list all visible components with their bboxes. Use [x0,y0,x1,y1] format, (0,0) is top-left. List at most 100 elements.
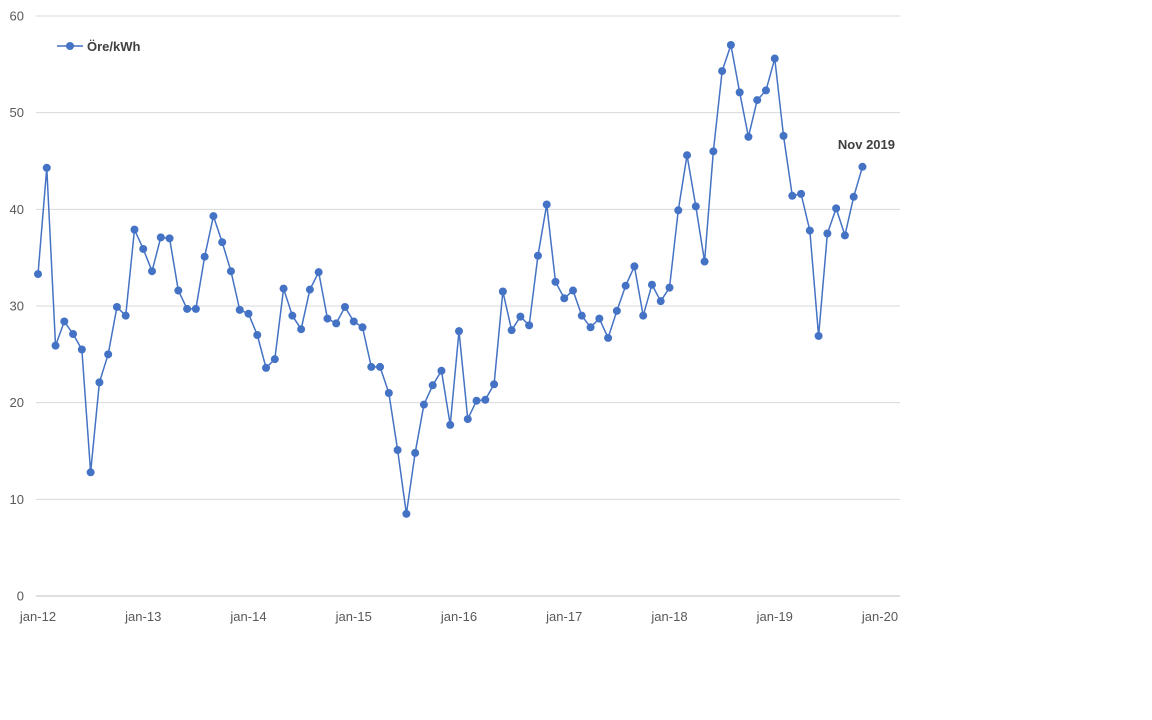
data-point [551,277,560,286]
data-point [709,147,718,156]
data-point [376,362,385,371]
y-tick-label: 50 [10,105,24,120]
data-point [691,202,700,211]
data-point [42,163,51,172]
data-point [604,333,613,342]
data-point [226,267,235,276]
data-point [797,189,806,198]
data-point [498,287,507,296]
x-tick-label: jan-12 [19,609,56,624]
data-point [262,363,271,372]
data-point [437,366,446,375]
data-point [744,132,753,141]
data-point [770,54,779,63]
y-tick-label: 10 [10,492,24,507]
data-point [533,251,542,260]
data-point [358,323,367,332]
data-point [840,231,849,240]
data-point [832,204,841,213]
data-point [463,415,472,424]
data-point [726,41,735,49]
data-point [647,280,656,289]
data-point [95,378,104,387]
data-point [60,317,69,326]
data-point [402,509,411,518]
data-point [34,270,42,279]
series-line [37,44,864,515]
data-point [112,302,121,311]
x-axis: jan-12 jan-13 jan-14 jan-15 jan-16 jan-17 jan-… [19,609,898,624]
data-point [735,88,744,97]
y-tick-label: 60 [10,9,24,24]
data-point [849,192,858,201]
x-tick-label: jan-18 [650,609,687,624]
legend-label: Öre/kWh [87,39,141,54]
data-point [86,468,95,477]
data-point [367,362,376,371]
data-point [314,268,323,277]
y-tick-label: 0 [17,589,24,604]
data-point [349,317,358,326]
data-point [200,252,209,261]
data-point [139,244,148,253]
data-point [235,305,244,314]
x-tick-label: jan-15 [335,609,372,624]
data-point [218,238,227,247]
data-point [718,67,727,76]
gridlines [36,15,900,597]
series-layer [34,41,867,518]
data-point [569,286,578,295]
data-point [69,330,78,339]
data-point [665,283,674,292]
data-point [253,331,262,339]
data-point [419,400,428,409]
data-point [630,262,639,271]
x-tick-label: jan-20 [861,609,898,624]
data-point [472,396,481,405]
x-tick-label: jan-14 [229,609,266,624]
x-tick-label: jan-16 [440,609,477,624]
data-point [674,206,683,215]
data-point [332,319,341,328]
data-point [174,286,183,295]
data-point [639,311,648,320]
data-point [244,309,253,318]
data-point [753,96,762,105]
data-point [288,311,297,320]
data-point [77,345,86,354]
data-point [788,191,797,200]
legend-point-marker [66,42,74,50]
data-point [612,306,621,315]
data-point [156,233,165,242]
data-point [542,200,551,209]
data-point [823,229,832,238]
x-tick-label: jan-13 [124,609,161,624]
legend: Öre/kWh [57,39,141,54]
data-point [525,321,534,330]
y-tick-label: 20 [10,395,24,410]
data-point [51,341,60,350]
data-point [560,294,569,303]
data-point [814,331,823,340]
data-point [148,267,157,276]
data-point [577,311,586,320]
data-point [586,323,595,332]
data-point [183,304,192,313]
data-point [761,86,770,95]
x-tick-label: jan-17 [545,609,582,624]
data-point [656,297,665,306]
data-point [209,212,218,221]
annotation-label: Nov 2019 [838,137,895,152]
data-point [490,380,499,389]
data-point [621,281,630,290]
data-point [805,226,814,235]
data-point [279,284,288,293]
data-point [305,285,314,294]
y-axis: 0 10 20 30 40 50 60 [10,9,24,604]
data-point [130,225,139,234]
data-point [683,151,692,160]
data-point [323,314,332,323]
data-point [384,389,393,397]
data-point [428,381,437,390]
